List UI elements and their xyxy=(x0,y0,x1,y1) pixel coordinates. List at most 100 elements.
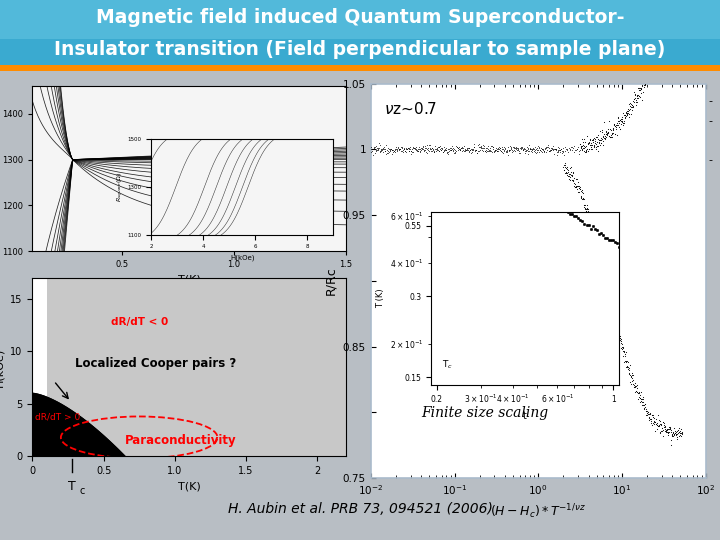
Point xyxy=(411,146,423,155)
Point xyxy=(408,143,419,152)
Point xyxy=(663,427,675,436)
Point xyxy=(606,128,618,137)
Point xyxy=(585,143,597,151)
Point xyxy=(593,244,605,252)
Point xyxy=(379,146,390,155)
Point xyxy=(488,147,500,156)
Point xyxy=(449,145,460,154)
Point xyxy=(486,141,498,150)
Point xyxy=(495,146,506,154)
Point xyxy=(456,147,467,156)
Point xyxy=(638,395,649,403)
Point xyxy=(638,401,649,409)
Point xyxy=(671,430,683,438)
Point xyxy=(446,145,458,153)
Bar xyxy=(0,0,720,39)
Point xyxy=(518,146,529,154)
Point xyxy=(570,146,582,154)
Point xyxy=(619,356,631,365)
Point xyxy=(477,146,488,155)
Point xyxy=(606,299,618,307)
Point xyxy=(563,172,575,180)
Point xyxy=(627,103,639,111)
Point xyxy=(597,127,608,136)
Point xyxy=(516,144,528,152)
Point xyxy=(629,382,640,390)
Point xyxy=(368,143,379,151)
Point xyxy=(528,143,540,152)
Point xyxy=(571,175,582,184)
Point xyxy=(575,185,586,193)
Point xyxy=(655,39,667,48)
Point xyxy=(604,297,616,306)
Point xyxy=(536,145,548,153)
Point xyxy=(394,145,405,153)
Point xyxy=(392,143,404,151)
Point xyxy=(480,147,491,156)
Point xyxy=(478,144,490,152)
Point xyxy=(639,405,650,414)
Point xyxy=(517,145,528,154)
Point xyxy=(662,431,673,440)
Point xyxy=(650,51,662,59)
Point xyxy=(596,126,608,134)
Point xyxy=(607,129,618,137)
Point xyxy=(625,100,636,109)
Point xyxy=(633,92,644,100)
Point xyxy=(570,182,582,191)
Point xyxy=(387,148,399,157)
Point xyxy=(587,136,598,144)
Point xyxy=(566,171,577,179)
Point xyxy=(467,146,479,154)
Point xyxy=(514,144,526,153)
Point xyxy=(641,76,652,85)
Point xyxy=(603,287,614,295)
Point xyxy=(582,138,594,146)
Point xyxy=(585,141,597,150)
Point xyxy=(639,79,651,88)
Point xyxy=(657,424,668,433)
Point xyxy=(454,146,466,154)
Point xyxy=(478,141,490,150)
Point xyxy=(531,146,542,154)
Point xyxy=(600,268,611,277)
Point xyxy=(562,165,573,173)
Point xyxy=(545,144,557,153)
Point xyxy=(505,144,517,153)
Point xyxy=(413,145,425,153)
Point xyxy=(585,136,596,145)
Point xyxy=(596,258,608,266)
Point xyxy=(446,145,457,154)
Point xyxy=(642,409,653,417)
Point xyxy=(631,91,642,99)
Point xyxy=(564,145,576,154)
Point xyxy=(666,4,678,13)
Point xyxy=(652,53,664,62)
Point xyxy=(548,145,559,153)
Point xyxy=(559,162,570,171)
Point xyxy=(653,47,665,56)
Point xyxy=(410,143,421,152)
Point xyxy=(617,346,629,355)
Point xyxy=(555,145,567,154)
Point xyxy=(571,183,582,191)
Point xyxy=(399,144,410,152)
Point xyxy=(518,144,529,152)
Point xyxy=(473,147,485,156)
Point xyxy=(599,134,611,143)
Point xyxy=(481,147,492,156)
Point xyxy=(598,266,610,275)
Point xyxy=(523,150,534,159)
Point xyxy=(405,146,417,155)
Point xyxy=(636,398,648,407)
Point xyxy=(616,340,628,348)
Point xyxy=(584,215,595,224)
Point xyxy=(595,258,607,266)
Point xyxy=(481,143,492,152)
Point xyxy=(611,131,622,139)
Point xyxy=(618,352,629,360)
Point xyxy=(589,137,600,146)
Text: Insulator transition (Field perpendicular to sample plane): Insulator transition (Field perpendicula… xyxy=(54,40,666,59)
Point xyxy=(636,80,648,89)
Point xyxy=(607,299,618,308)
